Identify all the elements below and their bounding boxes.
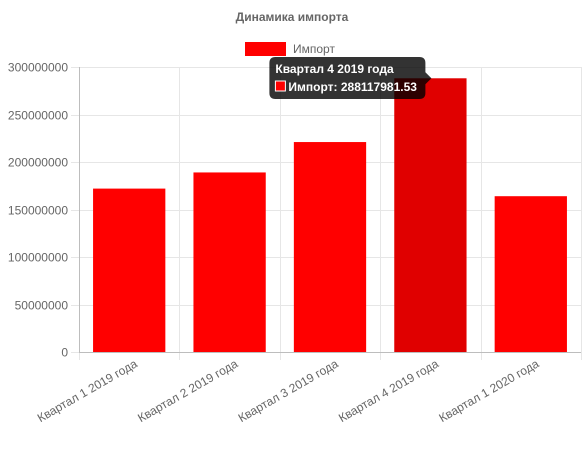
y-tick-label: 100000000	[8, 251, 68, 265]
legend-swatch	[245, 42, 286, 56]
tooltip-title: Квартал 4 2019 года	[275, 62, 394, 76]
tooltip-swatch	[274, 80, 286, 92]
tooltip-box	[269, 57, 432, 99]
tooltip: Квартал 4 2019 года Импорт: 288117981.53	[269, 57, 432, 99]
y-tick-label: 0	[61, 346, 68, 360]
y-tick-label: 200000000	[8, 156, 68, 170]
x-tick-label: Квартал 1 2019 года	[35, 356, 140, 425]
y-tick-label: 300000000	[8, 61, 68, 75]
bar[interactable]	[293, 142, 367, 352]
x-tick-label: Квартал 4 2019 года	[336, 356, 441, 425]
bar[interactable]	[193, 172, 266, 352]
legend[interactable]: Импорт	[245, 42, 335, 56]
y-tick-label: 150000000	[8, 204, 68, 218]
x-tick-label: Квартал 2 2019 года	[135, 356, 240, 425]
y-axis-ticks: 0 50000000 100000000 150000000 200000000 2500…	[8, 61, 68, 360]
y-tick-label: 50000000	[15, 299, 69, 313]
y-tick-label: 250000000	[8, 109, 68, 123]
bar[interactable]	[93, 188, 166, 352]
tooltip-label: Импорт: 288117981.53	[288, 80, 417, 94]
chart-title: Динамика импорта	[236, 10, 349, 24]
legend-label: Импорт	[293, 42, 335, 56]
bar[interactable]	[494, 196, 567, 352]
x-tick-label: Квартал 3 2019 года	[236, 356, 341, 425]
x-tick-label: Квартал 1 2020 года	[437, 356, 542, 425]
bar[interactable]	[394, 78, 467, 353]
bars	[93, 78, 567, 353]
